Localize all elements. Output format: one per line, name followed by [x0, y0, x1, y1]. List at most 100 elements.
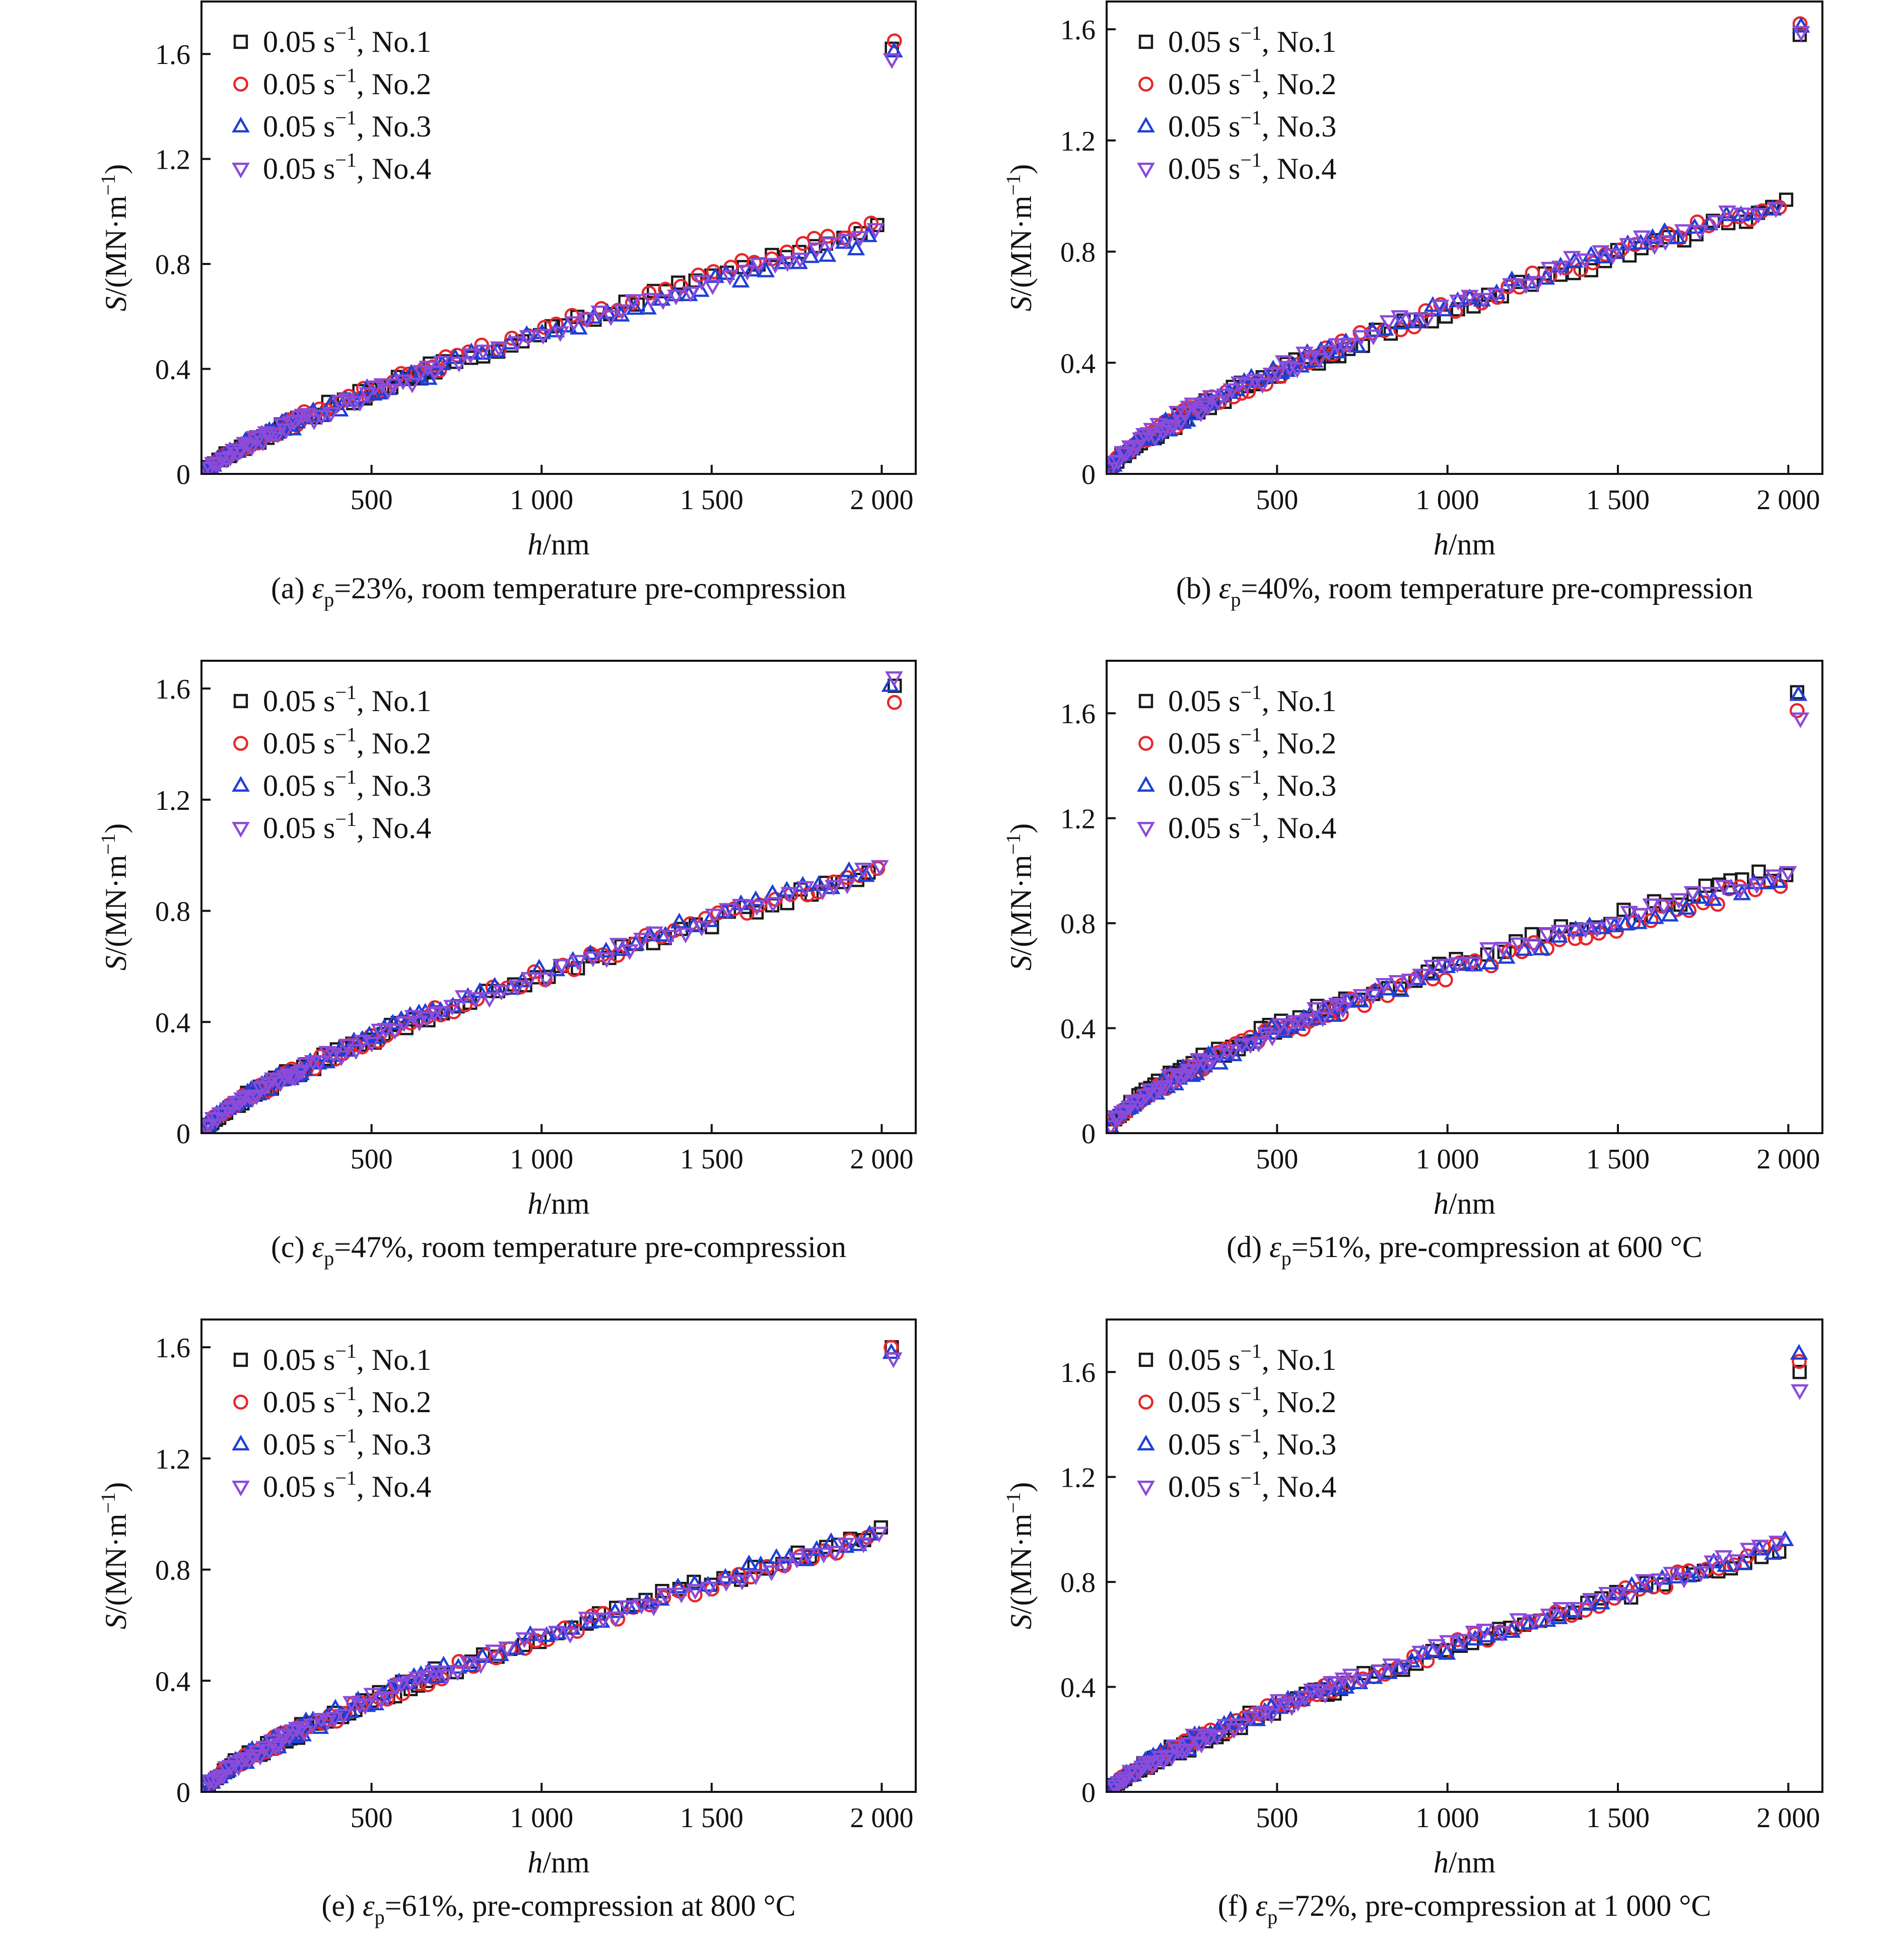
data-point	[519, 330, 537, 346]
data-point	[1552, 1602, 1571, 1618]
data-point	[762, 1565, 781, 1581]
legend-rate-sup: −1	[335, 766, 357, 788]
data-point	[1239, 1709, 1257, 1725]
caption-rest: =23%, room temperature pre-compression	[334, 572, 846, 605]
data-point	[480, 992, 499, 1008]
data-point	[1576, 253, 1595, 269]
data-point	[1493, 1626, 1512, 1642]
data-point	[1568, 931, 1583, 946]
x-tick-label: 1 000	[510, 484, 573, 516]
data-point	[1620, 906, 1639, 922]
legend-rate-sup: −1	[1240, 22, 1262, 44]
data-point	[606, 1611, 625, 1628]
y-tick-label: 1.6	[1060, 15, 1096, 46]
data-point	[552, 959, 571, 975]
data-point	[1635, 1574, 1653, 1590]
legend-marker	[1137, 116, 1155, 133]
data-point	[366, 380, 384, 396]
data-point	[606, 1602, 625, 1618]
data-point	[409, 1672, 427, 1688]
legend-marker	[233, 77, 248, 92]
data-points	[1108, 685, 1810, 1132]
data-point	[1479, 942, 1498, 958]
data-points	[1108, 16, 1810, 473]
data-points	[202, 1340, 903, 1791]
legend-rate: 0.05 s	[263, 1343, 335, 1376]
data-point	[1253, 378, 1272, 394]
y-tick-label: 1.2	[155, 145, 190, 176]
data-point	[1202, 390, 1220, 406]
legend-rate-sup: −1	[1240, 106, 1262, 129]
y-axis-unit: /(MN·m	[99, 195, 132, 296]
data-point	[561, 1628, 579, 1644]
legend-marker	[232, 821, 250, 838]
data-point	[1449, 295, 1467, 311]
legend-marker	[1137, 162, 1155, 179]
caption-rest: =51%, pre-compression at 600 °C	[1291, 1230, 1703, 1264]
data-point	[686, 1584, 705, 1600]
data-point	[318, 1715, 337, 1731]
panel-caption: (e) εp=61%, pre-compression at 800 °C	[321, 1889, 795, 1928]
data-point	[1141, 1083, 1159, 1099]
x-tick-label: 1 000	[1416, 484, 1479, 516]
data-point	[426, 366, 444, 382]
x-tick-label: 1 500	[1586, 1802, 1650, 1834]
data-point	[837, 1538, 855, 1554]
data-point	[356, 1699, 375, 1715]
data-point	[1418, 312, 1436, 329]
data-point	[266, 1741, 285, 1757]
data-point	[1474, 293, 1493, 309]
data-point	[1197, 1728, 1215, 1745]
data-point	[1661, 906, 1679, 922]
legend-entry: 0.05 s−1, No.4	[263, 1467, 431, 1503]
data-point	[1108, 1120, 1120, 1132]
x-tick-label: 500	[1256, 1144, 1298, 1175]
y-tick-label: 1.2	[1060, 1463, 1096, 1494]
data-point	[776, 1558, 794, 1574]
data-point	[854, 1537, 873, 1553]
data-point	[334, 1709, 353, 1725]
data-point	[1564, 925, 1583, 941]
x-axis-title: h/nm	[527, 528, 589, 561]
data-point	[466, 992, 485, 1008]
data-point	[1172, 1071, 1190, 1087]
legend-entry: 0.05 s−1, No.2	[1168, 1382, 1336, 1419]
data-point	[492, 985, 511, 1001]
data-point	[547, 321, 565, 337]
data-point	[671, 275, 686, 290]
data-point	[626, 299, 644, 315]
data-point	[731, 271, 750, 288]
x-axis-title: h/nm	[527, 1187, 589, 1220]
data-point	[1262, 1708, 1280, 1724]
legend-rate-sup: −1	[1240, 149, 1262, 171]
data-point	[1763, 199, 1782, 216]
plot-frame	[1106, 1318, 1823, 1793]
caption-prefix: (c)	[271, 1230, 312, 1264]
data-point	[1776, 1530, 1794, 1547]
legend-marker	[1137, 776, 1155, 792]
y-axis-unit-close: )	[99, 1482, 132, 1492]
data-point	[251, 1750, 269, 1766]
data-point	[870, 1526, 889, 1543]
data-point	[1256, 1705, 1275, 1721]
legend-marker	[1138, 77, 1153, 92]
data-point	[1282, 1700, 1301, 1716]
data-point	[1340, 993, 1358, 1010]
data-point	[746, 1569, 765, 1585]
legend-rate-sup: −1	[1240, 64, 1262, 87]
x-tick-label: 1 500	[1586, 484, 1650, 516]
data-point	[1365, 1668, 1383, 1684]
series-4	[202, 1352, 903, 1791]
data-point	[1401, 974, 1419, 990]
x-tick-label: 500	[351, 1144, 393, 1175]
data-point	[882, 1343, 901, 1359]
data-point	[1528, 275, 1547, 292]
data-point	[594, 1613, 613, 1629]
data-point	[1551, 260, 1570, 276]
y-axis-var: S	[99, 955, 132, 970]
data-point	[1764, 1544, 1782, 1560]
y-tick-label: 1.6	[155, 1333, 190, 1364]
legend-label: , No.2	[1262, 727, 1336, 760]
data-point	[813, 884, 832, 900]
legend-rate-sup: −1	[1240, 766, 1262, 788]
